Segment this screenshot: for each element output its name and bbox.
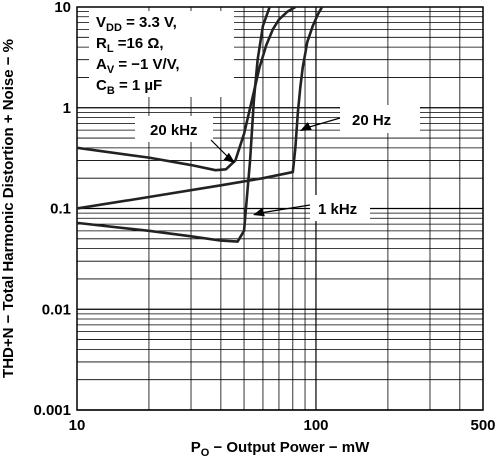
series-label: 20 kHz <box>150 122 198 139</box>
x-axis-label: PO − Output Power − mW <box>191 439 370 459</box>
x-tick-label: 500 <box>470 417 495 434</box>
label-bg <box>310 195 370 221</box>
condition-line: RL =16 Ω, <box>96 35 164 55</box>
label-leader <box>259 204 311 214</box>
condition-line: CB = 1 µF <box>96 77 162 97</box>
x-axis-label-rest: − Output Power − mW <box>209 439 370 456</box>
conditions-block: VDD = 3.3 V,RL =16 Ω,AV = −1 V/V,CB = 1 … <box>96 14 180 97</box>
label-leader <box>305 117 341 129</box>
y-tick-label: 0.001 <box>33 402 71 419</box>
x-tick-label: 10 <box>69 417 86 434</box>
series-label: 1 kHz <box>318 201 357 218</box>
y-tick-label: 1 <box>63 100 71 117</box>
series-line-1-khz <box>77 7 271 243</box>
tick-labels: 10 100 500 10 1 0.1 0.01 0.001 <box>33 0 495 434</box>
x-axis-label-main: P <box>191 439 201 456</box>
y-tick-label: 10 <box>54 0 71 16</box>
condition-line: AV = −1 V/V, <box>96 56 180 76</box>
arrowhead-icon <box>223 152 235 163</box>
label-bg <box>340 105 420 133</box>
series-line-20-hz <box>77 7 324 210</box>
x-axis-label-sub: O <box>201 447 210 459</box>
series-labels: 20 kHz 20 Hz 1 kHz <box>135 105 420 221</box>
conditions-box <box>89 11 234 97</box>
label-bg <box>135 116 213 142</box>
arrowhead-icon <box>253 207 265 217</box>
series-lines <box>77 7 324 243</box>
series-label: 20 Hz <box>352 112 391 129</box>
condition-line: VDD = 3.3 V, <box>96 14 177 34</box>
arrowhead-icon <box>300 122 312 131</box>
y-tick-label: 0.01 <box>42 301 71 318</box>
series-line-20-khz <box>77 7 297 172</box>
x-tick-label: 100 <box>303 417 328 434</box>
y-tick-label: 0.1 <box>50 201 71 218</box>
y-axis-label: THD+N − Total Harmonic Distortion + Nois… <box>0 39 17 378</box>
